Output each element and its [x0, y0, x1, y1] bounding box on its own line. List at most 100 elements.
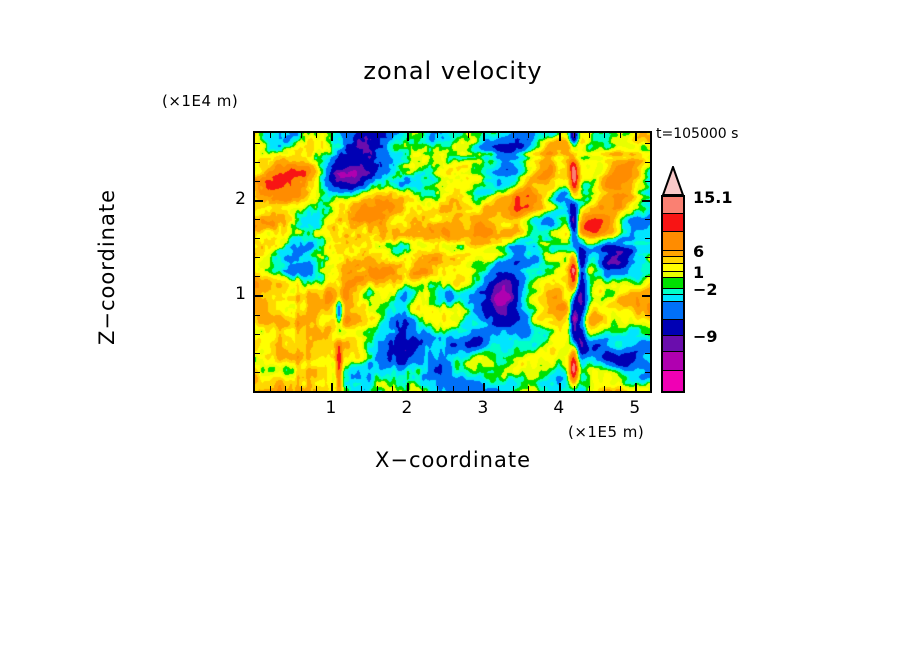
y-tick-left: [255, 200, 263, 202]
x-tick-top: [468, 133, 469, 138]
colorbar-segment: [663, 295, 683, 302]
y-tick-left: [255, 372, 260, 373]
colorbar-segment: [663, 257, 683, 264]
colorbar-segment: [663, 336, 683, 352]
x-tick-top: [285, 133, 286, 138]
x-tick-top: [316, 133, 317, 138]
y-axis-units-label: (×1E4 m): [162, 92, 239, 110]
y-tick-left: [255, 276, 260, 277]
y-tick-left: [255, 295, 263, 297]
x-tick-bottom: [361, 386, 362, 391]
colorbar[interactable]: [661, 166, 685, 393]
y-tick-right: [645, 238, 650, 239]
y-tick-right: [645, 372, 650, 373]
y-tick-left: [255, 334, 260, 335]
y-tick-left: [255, 353, 260, 354]
x-tick-top: [604, 133, 605, 138]
colorbar-tick-label: −9: [693, 327, 718, 347]
y-tick-left: [255, 219, 260, 220]
y-tick-left: [255, 257, 260, 258]
x-tick-top: [270, 133, 271, 138]
y-tick-right: [645, 315, 650, 316]
colorbar-segment: [663, 371, 683, 391]
x-tick-bottom: [483, 383, 485, 391]
y-tick-right: [645, 219, 650, 220]
x-tick-bottom: [346, 386, 347, 391]
y-tick-left: [255, 315, 260, 316]
y-tick-label: 2: [235, 188, 246, 209]
colorbar-tick-label: 1: [693, 262, 705, 282]
x-tick-top: [559, 133, 561, 141]
x-tick-top: [620, 133, 621, 138]
colorbar-segment: [663, 301, 683, 321]
x-tick-bottom: [316, 386, 317, 391]
x-tick-top: [589, 133, 590, 138]
y-tick-left: [255, 181, 260, 182]
colorbar-tick-label: 6: [693, 242, 705, 261]
x-axis-label: X−coordinate: [375, 448, 531, 472]
y-tick-right: [645, 143, 650, 144]
x-tick-top: [544, 133, 545, 138]
colorbar-segments: [661, 195, 685, 393]
x-tick-top: [422, 133, 423, 138]
x-tick-bottom: [528, 386, 529, 391]
x-tick-bottom: [604, 386, 605, 391]
contour-plot-area[interactable]: [253, 131, 652, 393]
x-tick-top: [513, 133, 514, 138]
y-axis-label: Z−coordinate: [95, 189, 119, 345]
x-tick-top: [301, 133, 302, 138]
x-tick-label: 5: [629, 398, 641, 418]
x-axis-units-label: (×1E5 m): [568, 423, 645, 441]
y-tick-right: [645, 353, 650, 354]
colorbar-segment: [663, 277, 683, 290]
y-tick-right: [645, 334, 650, 335]
y-tick-right: [642, 295, 650, 297]
colorbar-tick-label: −2: [693, 280, 718, 300]
x-tick-top: [392, 133, 393, 138]
x-tick-bottom: [270, 386, 271, 391]
x-tick-bottom: [589, 386, 590, 391]
colorbar-segment: [663, 263, 683, 272]
x-tick-label: 4: [553, 398, 565, 418]
x-tick-top: [483, 133, 485, 141]
colorbar-segment: [663, 289, 683, 296]
x-tick-bottom: [407, 383, 409, 391]
x-tick-top: [346, 133, 347, 138]
x-tick-bottom: [453, 386, 454, 391]
y-tick-right: [645, 181, 650, 182]
y-tick-left: [255, 143, 260, 144]
x-tick-top: [361, 133, 362, 138]
x-tick-label: 2: [401, 398, 413, 418]
x-tick-bottom: [377, 386, 378, 391]
colorbar-segment: [663, 214, 683, 232]
x-tick-top: [453, 133, 454, 138]
x-tick-top: [498, 133, 499, 138]
colorbar-extend-arrow-icon: [661, 166, 685, 196]
x-tick-top: [574, 133, 575, 138]
x-tick-bottom: [559, 383, 561, 391]
x-tick-bottom: [301, 386, 302, 391]
x-tick-top: [331, 133, 333, 141]
x-tick-label: 1: [325, 398, 337, 418]
y-tick-right: [645, 257, 650, 258]
x-tick-top: [407, 133, 409, 141]
colorbar-segment: [663, 271, 683, 278]
x-tick-bottom: [498, 386, 499, 391]
colorbar-segment: [663, 351, 683, 372]
colorbar-segment: [663, 197, 683, 215]
x-tick-bottom: [513, 386, 514, 391]
chart-title: zonal velocity: [363, 57, 543, 85]
y-tick-right: [642, 200, 650, 202]
x-tick-bottom: [422, 386, 423, 391]
x-tick-bottom: [331, 383, 333, 391]
y-tick-right: [645, 276, 650, 277]
x-tick-top: [437, 133, 438, 138]
x-tick-bottom: [392, 386, 393, 391]
time-annotation: t=105000 s: [656, 126, 739, 142]
x-tick-bottom: [468, 386, 469, 391]
x-tick-top: [528, 133, 529, 138]
x-tick-bottom: [285, 386, 286, 391]
velocity-field-canvas: [255, 133, 650, 391]
x-tick-top: [635, 133, 637, 141]
